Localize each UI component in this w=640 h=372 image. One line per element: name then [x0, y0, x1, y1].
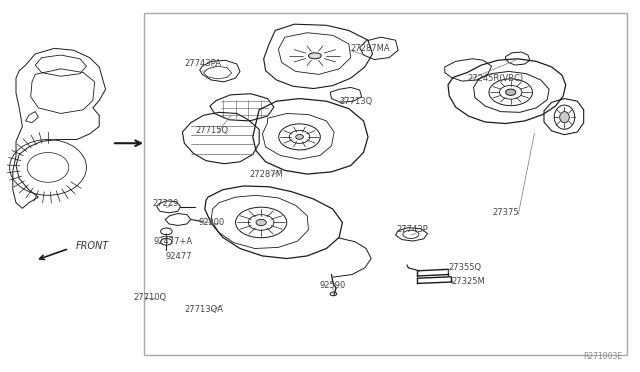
Ellipse shape — [296, 135, 303, 140]
Text: 27743P: 27743P — [397, 225, 429, 234]
Bar — [144, 13, 627, 355]
Text: 27287M: 27287M — [250, 170, 284, 179]
Ellipse shape — [506, 89, 516, 95]
Text: 92477+A: 92477+A — [154, 237, 193, 246]
Text: 27325M: 27325M — [452, 278, 486, 286]
Text: 27743PA: 27743PA — [184, 59, 221, 68]
Text: 27229: 27229 — [152, 199, 179, 208]
Text: 27715Q: 27715Q — [195, 126, 228, 135]
Text: 27713Q: 27713Q — [339, 97, 372, 106]
Ellipse shape — [256, 219, 266, 225]
Text: R271003E: R271003E — [583, 352, 622, 361]
Text: 92200: 92200 — [198, 218, 225, 227]
Text: 27713QA: 27713QA — [184, 305, 223, 314]
Text: FRONT: FRONT — [76, 241, 109, 250]
Text: 92590: 92590 — [320, 281, 346, 290]
Ellipse shape — [308, 53, 321, 59]
Text: 27375: 27375 — [493, 208, 520, 217]
Text: 27245R(VBC): 27245R(VBC) — [467, 74, 524, 83]
Text: 27710Q: 27710Q — [133, 293, 166, 302]
Text: 92477: 92477 — [165, 252, 191, 261]
Ellipse shape — [560, 112, 570, 123]
Text: 27287MA: 27287MA — [351, 44, 390, 53]
Text: 27355Q: 27355Q — [448, 263, 481, 272]
